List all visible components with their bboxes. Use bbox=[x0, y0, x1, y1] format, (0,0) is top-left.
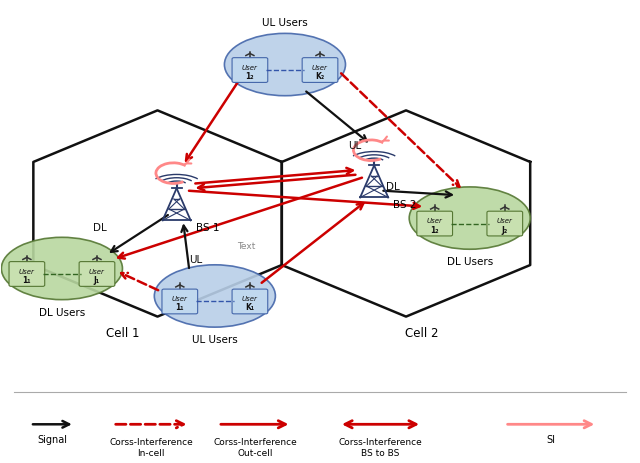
FancyBboxPatch shape bbox=[302, 58, 338, 83]
FancyArrowPatch shape bbox=[181, 226, 189, 269]
Text: 1₁: 1₁ bbox=[22, 275, 31, 284]
Text: Corss-Interference
In-cell: Corss-Interference In-cell bbox=[109, 437, 193, 457]
Text: User: User bbox=[242, 296, 258, 301]
FancyArrowPatch shape bbox=[186, 81, 239, 162]
Text: DL Users: DL Users bbox=[39, 307, 85, 317]
FancyArrowPatch shape bbox=[195, 169, 353, 184]
FancyArrowPatch shape bbox=[306, 92, 367, 142]
Text: BS 2: BS 2 bbox=[394, 200, 417, 210]
Ellipse shape bbox=[409, 188, 531, 250]
Text: Cell 1: Cell 1 bbox=[106, 326, 140, 339]
FancyBboxPatch shape bbox=[162, 289, 198, 314]
Text: DL: DL bbox=[387, 181, 400, 192]
FancyArrowPatch shape bbox=[198, 175, 355, 191]
FancyArrowPatch shape bbox=[118, 178, 362, 259]
Text: Corss-Interference
BS to BS: Corss-Interference BS to BS bbox=[339, 437, 422, 457]
Text: User: User bbox=[89, 268, 105, 274]
FancyBboxPatch shape bbox=[487, 212, 523, 237]
FancyArrowPatch shape bbox=[121, 273, 158, 291]
Text: Corss-Interference
Out-cell: Corss-Interference Out-cell bbox=[213, 437, 297, 457]
FancyArrowPatch shape bbox=[383, 191, 452, 198]
Text: K₂: K₂ bbox=[316, 72, 324, 81]
FancyArrowPatch shape bbox=[189, 191, 420, 209]
FancyArrowPatch shape bbox=[383, 137, 389, 142]
FancyBboxPatch shape bbox=[417, 212, 452, 237]
Text: SI: SI bbox=[546, 434, 555, 444]
Text: User: User bbox=[427, 218, 443, 224]
Text: User: User bbox=[172, 296, 188, 301]
Text: J₂: J₂ bbox=[502, 225, 508, 234]
FancyBboxPatch shape bbox=[9, 262, 45, 287]
FancyBboxPatch shape bbox=[79, 262, 115, 287]
FancyArrowPatch shape bbox=[185, 160, 191, 165]
Text: User: User bbox=[497, 218, 513, 224]
Text: User: User bbox=[242, 65, 258, 71]
FancyArrowPatch shape bbox=[111, 216, 168, 252]
FancyBboxPatch shape bbox=[232, 289, 268, 314]
FancyBboxPatch shape bbox=[232, 58, 268, 83]
Text: UL: UL bbox=[189, 255, 202, 265]
Text: User: User bbox=[19, 268, 35, 274]
Text: 1₂: 1₂ bbox=[246, 72, 254, 81]
Ellipse shape bbox=[1, 238, 122, 300]
Text: User: User bbox=[312, 65, 328, 71]
Text: UL Users: UL Users bbox=[192, 334, 237, 344]
Text: J₁: J₁ bbox=[94, 275, 100, 284]
Text: Cell 2: Cell 2 bbox=[405, 326, 438, 339]
Text: DL: DL bbox=[93, 223, 107, 233]
Text: 1₁: 1₁ bbox=[175, 303, 184, 312]
Text: BS 1: BS 1 bbox=[196, 223, 220, 233]
Text: UL Users: UL Users bbox=[262, 18, 308, 27]
Text: Signal: Signal bbox=[37, 434, 67, 444]
Text: 1₂: 1₂ bbox=[430, 225, 439, 234]
Ellipse shape bbox=[225, 34, 346, 96]
FancyArrowPatch shape bbox=[262, 204, 364, 283]
FancyArrowPatch shape bbox=[341, 74, 460, 188]
Text: DL Users: DL Users bbox=[447, 257, 493, 267]
Ellipse shape bbox=[154, 265, 275, 327]
Text: UL: UL bbox=[348, 140, 362, 150]
Text: Text: Text bbox=[237, 242, 256, 250]
Text: K₁: K₁ bbox=[245, 303, 255, 312]
